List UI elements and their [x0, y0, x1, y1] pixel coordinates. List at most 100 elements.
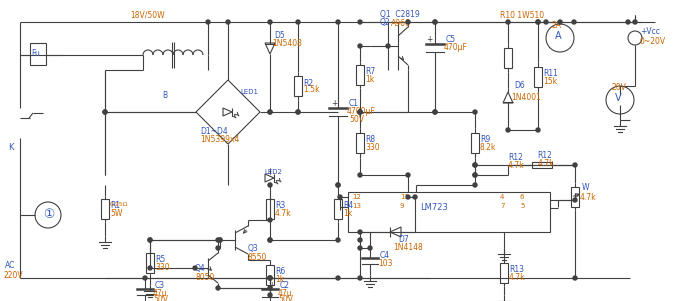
Text: R7: R7	[365, 67, 375, 76]
Text: R12: R12	[537, 151, 552, 160]
Text: 4.7k: 4.7k	[508, 160, 525, 169]
Circle shape	[336, 183, 340, 187]
Bar	[504, 48, 512, 68]
Circle shape	[573, 163, 577, 167]
Text: 1N5408: 1N5408	[272, 39, 302, 48]
Text: 4.7k: 4.7k	[580, 193, 596, 201]
Text: +: +	[426, 36, 433, 45]
Text: 1N4001: 1N4001	[511, 92, 541, 101]
Text: 4700μF: 4700μF	[347, 107, 376, 116]
Circle shape	[268, 276, 272, 280]
Circle shape	[406, 173, 410, 177]
Text: 47μ: 47μ	[153, 288, 168, 297]
Text: LED1: LED1	[240, 89, 258, 95]
Text: D6: D6	[514, 82, 525, 91]
Circle shape	[506, 128, 510, 132]
Text: 1k: 1k	[343, 209, 352, 218]
Text: 8.2k: 8.2k	[480, 142, 496, 151]
Text: LM723: LM723	[420, 203, 448, 213]
Bar	[334, 199, 342, 219]
Circle shape	[544, 20, 548, 24]
Text: C4: C4	[380, 250, 390, 259]
Circle shape	[218, 238, 222, 242]
Circle shape	[506, 20, 510, 24]
Circle shape	[103, 110, 107, 114]
Text: K: K	[8, 144, 14, 153]
Circle shape	[473, 183, 477, 187]
Text: R4: R4	[343, 201, 353, 210]
Circle shape	[358, 246, 362, 250]
Circle shape	[148, 238, 152, 242]
Text: R9: R9	[480, 135, 490, 144]
Text: R12: R12	[508, 153, 523, 162]
Text: 8050: 8050	[195, 272, 214, 281]
Circle shape	[433, 20, 437, 24]
Text: C5: C5	[446, 35, 456, 44]
Text: 103: 103	[378, 259, 392, 268]
Text: R8: R8	[365, 135, 375, 144]
Text: +: +	[332, 100, 338, 108]
Circle shape	[218, 238, 222, 242]
Circle shape	[268, 238, 272, 242]
Text: 47μ: 47μ	[278, 288, 292, 297]
Bar	[266, 265, 274, 285]
Circle shape	[268, 183, 272, 187]
Bar	[571, 187, 579, 206]
Circle shape	[358, 110, 362, 114]
Circle shape	[358, 20, 362, 24]
Text: 13: 13	[352, 203, 361, 209]
Circle shape	[473, 110, 477, 114]
Text: 330: 330	[155, 262, 169, 272]
Circle shape	[268, 110, 272, 114]
Text: 4.7k: 4.7k	[275, 209, 292, 218]
Text: 1N4148: 1N4148	[393, 244, 423, 253]
Text: R13: R13	[509, 265, 524, 275]
Circle shape	[473, 173, 477, 177]
Circle shape	[268, 110, 272, 114]
Bar	[500, 263, 508, 283]
Circle shape	[226, 20, 230, 24]
Bar	[30, 43, 46, 65]
Text: 470μF: 470μF	[444, 42, 468, 51]
Circle shape	[358, 230, 362, 234]
Text: 4: 4	[500, 194, 505, 200]
Text: R3: R3	[275, 201, 285, 210]
Text: W: W	[582, 184, 590, 193]
Circle shape	[338, 195, 342, 199]
Text: 330: 330	[365, 142, 379, 151]
Text: 1k: 1k	[275, 275, 284, 284]
Text: R10 1W510: R10 1W510	[500, 11, 544, 20]
Circle shape	[206, 20, 210, 24]
Circle shape	[473, 163, 477, 167]
Text: B: B	[162, 92, 167, 101]
Circle shape	[336, 183, 340, 187]
Circle shape	[633, 20, 637, 24]
Text: V: V	[615, 93, 622, 103]
Text: Q1  C2819: Q1 C2819	[380, 11, 420, 20]
Text: 0.25Ω: 0.25Ω	[110, 203, 129, 207]
Text: 12: 12	[352, 194, 361, 200]
Circle shape	[358, 238, 362, 242]
Text: C1: C1	[349, 98, 359, 107]
Circle shape	[268, 218, 272, 222]
Bar	[532, 162, 551, 168]
Circle shape	[473, 163, 477, 167]
Bar	[266, 199, 274, 219]
Bar	[101, 199, 109, 219]
Circle shape	[193, 266, 197, 270]
Text: C2: C2	[280, 281, 290, 290]
Circle shape	[296, 20, 300, 24]
Circle shape	[558, 20, 562, 24]
Circle shape	[148, 238, 152, 242]
Text: 50V: 50V	[278, 296, 293, 301]
Circle shape	[626, 20, 630, 24]
Text: +: +	[268, 281, 274, 290]
Circle shape	[268, 238, 272, 242]
Circle shape	[336, 276, 340, 280]
Text: 50V: 50V	[349, 114, 364, 123]
Circle shape	[573, 198, 577, 202]
Circle shape	[536, 128, 540, 132]
Circle shape	[573, 276, 577, 280]
Bar	[356, 65, 364, 85]
Circle shape	[358, 110, 362, 114]
